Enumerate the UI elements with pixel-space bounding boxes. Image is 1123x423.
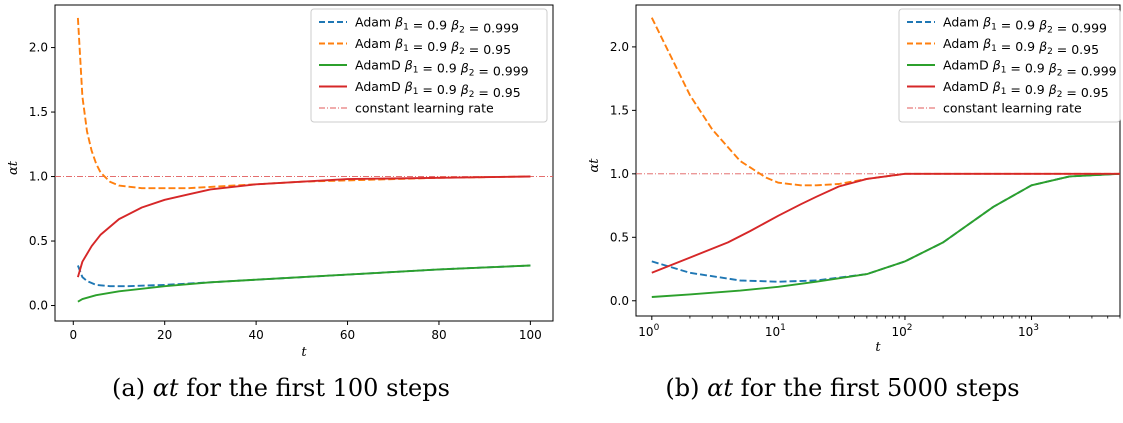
x-tick-label: 100	[519, 328, 542, 342]
legend-entry-label: constant learning rate	[355, 101, 494, 116]
legend-entry-label: AdamD β1 = 0.9 β2 = 0.999	[355, 58, 529, 79]
legend-box	[898, 8, 1121, 123]
series-line-adam-0999	[651, 172, 1121, 283]
caption-a-prefix: (a)	[112, 374, 153, 402]
x-axis-label: t	[875, 340, 881, 355]
plot-frame	[54, 4, 554, 322]
series-line-adamd-095	[651, 172, 1120, 274]
y-tick-label: 0.5	[610, 230, 629, 244]
caption-a-math: αt	[152, 374, 179, 402]
y-tick-label: 2.0	[610, 40, 629, 54]
y-tick-label: 0.0	[29, 299, 48, 313]
chart-panel-a: 0.0 0.5 1.0 1.5 2.0 20 40 60 80 100 0 t αt Adam β1 = …	[6, 4, 554, 360]
y-tick-label: 0.0	[610, 294, 629, 308]
legend-entry-label: constant learning rate	[943, 101, 1082, 116]
legend-entry-label: Adam β1 = 0.9 β2 = 0.95	[355, 36, 511, 57]
x-tick-label: 80	[431, 328, 446, 342]
x-tick-label: 101	[765, 323, 786, 339]
x-axis-label: t	[301, 345, 307, 360]
series-line-adamd-095	[76, 175, 531, 278]
legend-entry-label: Adam β1 = 0.9 β2 = 0.95	[943, 36, 1099, 57]
y-tick-label: 2.0	[29, 41, 48, 55]
series-line-adamd-0999	[651, 172, 1121, 298]
y-tick-label: 1.0	[29, 170, 48, 184]
caption-b-prefix: (b)	[665, 374, 708, 402]
y-axis-label: αt	[6, 160, 21, 175]
figure: 0.0 0.5 1.0 1.5 2.0 20 40 60 80 100 0 t αt Adam β1 = …	[6, 4, 1121, 360]
caption-b-suffix: for the first 5000 steps	[732, 374, 1020, 402]
x-tick-label: 103	[1018, 323, 1039, 339]
legend-entry-label: AdamD β1 = 0.9 β2 = 0.999	[943, 58, 1117, 79]
legend-box	[310, 8, 548, 123]
caption-a-suffix: for the first 100 steps	[178, 374, 450, 402]
y-tick-label: 1.0	[610, 167, 629, 181]
legend-entry-label: Adam β1 = 0.9 β2 = 0.999	[355, 15, 519, 36]
y-tick-label: 1.5	[610, 103, 629, 117]
x-tick-label: 40	[248, 328, 263, 342]
y-axis-label: αt	[587, 158, 602, 173]
x-tick-label: 100	[638, 323, 659, 339]
caption-b: (b) αt for the first 5000 steps	[562, 374, 1123, 402]
series-line-adam-095	[76, 17, 531, 190]
caption-a: (a) αt for the first 100 steps	[0, 374, 562, 402]
x-tick-label: 102	[891, 323, 912, 339]
legend-entry-label: Adam β1 = 0.9 β2 = 0.999	[943, 15, 1107, 36]
x-tick-label: 60	[340, 328, 355, 342]
chart-panel-b: 0.0 0.5 1.0 1.5 2.0 100 101 102 103 t αt Adam β1 = …	[587, 4, 1121, 355]
x-tick-label: 20	[157, 328, 172, 342]
plot-frame	[635, 4, 1121, 317]
x-tick-label: 0	[69, 328, 77, 342]
caption-b-math: αt	[707, 374, 733, 402]
legend-entry-label: AdamD β1 = 0.9 β2 = 0.95	[943, 79, 1109, 100]
legend-entry-label: AdamD β1 = 0.9 β2 = 0.95	[355, 79, 521, 100]
series-line-adamd-0999	[77, 264, 531, 303]
y-tick-label: 0.5	[29, 234, 48, 248]
y-tick-label: 1.5	[29, 105, 48, 119]
